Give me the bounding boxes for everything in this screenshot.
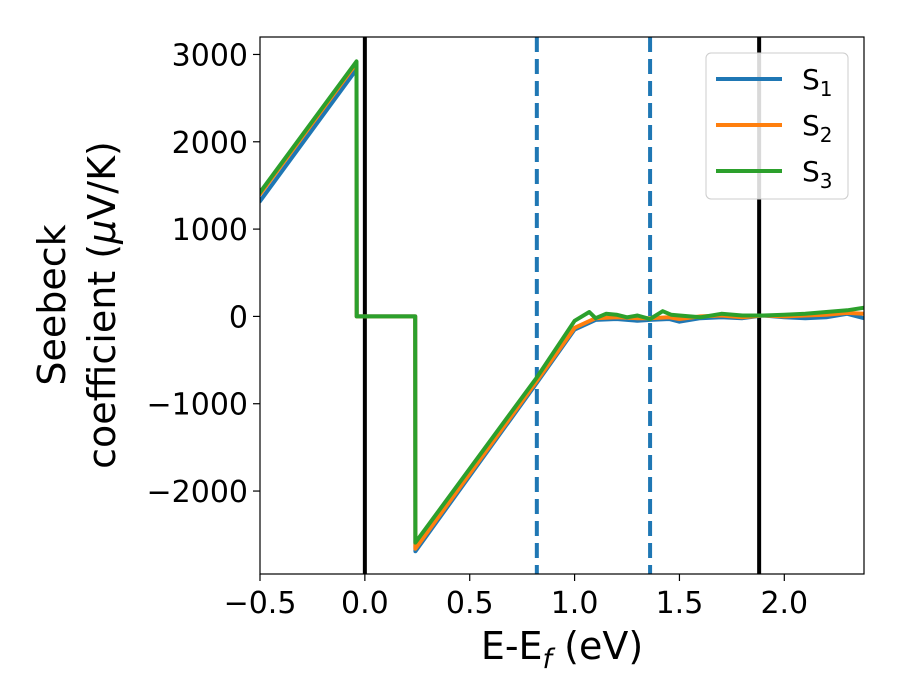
x-tick-label: −0.5: [224, 586, 297, 621]
x-tick-label: 1.5: [656, 586, 704, 621]
x-tick-label: 1.0: [551, 586, 599, 621]
y-axis-label-line2: coefficient (μV/K): [80, 141, 124, 469]
y-tick-label: −2000: [147, 475, 248, 510]
y-tick-label: −1000: [147, 388, 248, 423]
x-tick-label: 2.0: [760, 586, 808, 621]
y-tick-label: 2000: [172, 126, 248, 161]
x-axis-label: E-Ef (eV): [481, 624, 643, 675]
y-ticks: −2000 −1000 0 1000 2000 3000: [147, 38, 260, 510]
plot-frame: [259, 36, 865, 575]
series-line-3: [260, 59, 864, 545]
legend-label-1: S1: [802, 63, 833, 101]
y-axis-label: Seebeck coefficient (μV/K): [30, 141, 124, 469]
series-group: [260, 59, 864, 554]
legend: S1 S2 S3: [705, 52, 849, 200]
legend-label-2: S2: [802, 109, 833, 147]
y-tick-label: 1000: [172, 213, 248, 248]
y-tick-label: 3000: [172, 38, 248, 73]
x-tick-label: 0.5: [446, 586, 494, 621]
legend-label-3: S3: [802, 155, 833, 193]
y-axis-label-line1: Seebeck: [30, 224, 74, 385]
x-tick-label: 0.0: [341, 586, 389, 621]
y-tick-label: 0: [229, 300, 248, 335]
vlines-group: [362, 37, 762, 574]
x-ticks: −0.5 0.0 0.5 1.0 1.5 2.0: [224, 574, 808, 621]
